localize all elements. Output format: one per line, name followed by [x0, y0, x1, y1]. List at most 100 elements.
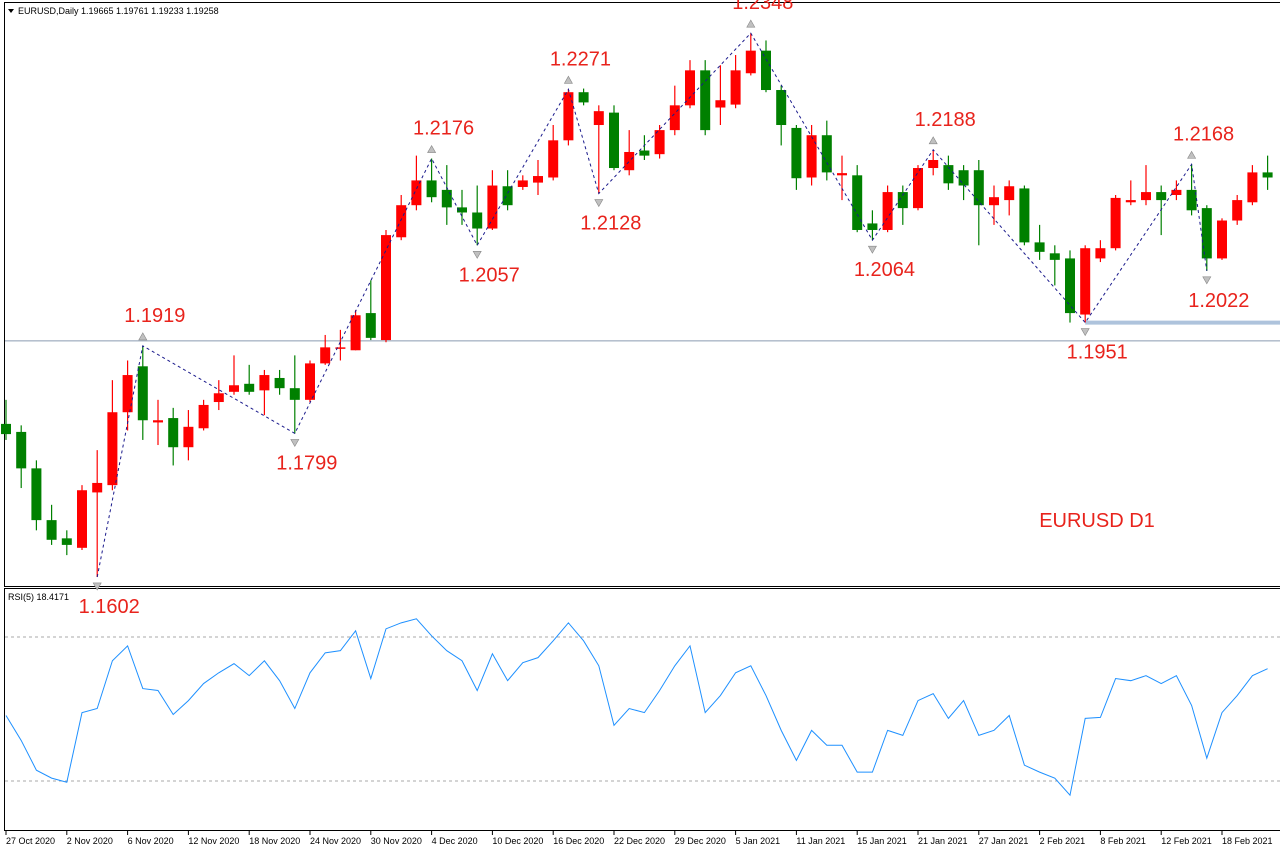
- symbol-header: EURUSD,Daily 1.19665 1.19761 1.19233 1.1…: [18, 6, 219, 16]
- candle-body: [153, 420, 163, 423]
- zigzag-arrow: [563, 75, 573, 84]
- candle-body: [320, 347, 331, 364]
- candle-body: [517, 180, 528, 187]
- candle-body: [685, 70, 695, 106]
- candle-body: [1262, 172, 1273, 178]
- candle-body: [1019, 188, 1030, 243]
- zigzag-arrow: [1080, 328, 1090, 337]
- candle-body: [259, 375, 270, 391]
- candle-body: [213, 393, 224, 403]
- candle-body: [867, 223, 878, 230]
- x-tick-label: 2 Nov 2020: [67, 836, 113, 846]
- main-panel-frame: [4, 2, 1280, 587]
- x-tick-label: 6 Nov 2020: [128, 836, 174, 846]
- candle-body: [1065, 258, 1075, 314]
- candle-body: [913, 168, 923, 209]
- zigzag-label: 1.1602: [79, 596, 140, 618]
- candle-body: [16, 431, 27, 469]
- menu-triangle[interactable]: [8, 9, 14, 13]
- zigzag-label: 1.2176: [413, 118, 474, 140]
- x-tick-label: 4 Dec 2020: [432, 836, 478, 846]
- x-tick-label: 16 Dec 2020: [553, 836, 604, 846]
- x-tick-label: 11 Jan 2021: [796, 836, 845, 846]
- candle-body: [502, 186, 513, 206]
- candle-body: [1125, 200, 1136, 203]
- candle-body: [548, 140, 559, 178]
- x-tick-label: 18 Feb 2021: [1222, 836, 1273, 846]
- candle-body: [654, 130, 665, 155]
- zigzag-label: 1.1951: [1067, 342, 1128, 364]
- candle-body: [305, 363, 315, 400]
- candle-body: [31, 468, 42, 521]
- candle-body: [639, 150, 650, 156]
- candle-body: [989, 197, 999, 206]
- candle-body: [533, 176, 543, 183]
- x-tick-label: 27 Oct 2020: [6, 836, 55, 846]
- zigzag-arrow: [1187, 150, 1197, 159]
- candle-body: [1049, 253, 1060, 260]
- candle-body: [624, 151, 635, 171]
- candle-body: [837, 173, 847, 176]
- candle-body: [457, 207, 467, 213]
- candle-body: [1095, 248, 1106, 259]
- zigzag-arrow: [427, 144, 437, 153]
- candle-body: [472, 212, 483, 229]
- candle-body: [274, 377, 285, 389]
- candle-body: [593, 111, 604, 126]
- candle-body: [897, 192, 908, 209]
- annotation: EURUSD D1: [1039, 510, 1155, 532]
- x-tick-label: 30 Nov 2020: [371, 836, 422, 846]
- candle-body: [198, 404, 209, 429]
- candle-body: [426, 180, 437, 198]
- candle-body: [943, 165, 954, 184]
- candle-body: [1141, 192, 1151, 201]
- candle-body: [1004, 186, 1015, 201]
- candle-body: [958, 170, 969, 186]
- candle-body: [183, 426, 194, 448]
- x-tick-label: 22 Dec 2020: [614, 836, 665, 846]
- rsi-line: [5, 618, 1268, 797]
- x-tick-label: 8 Feb 2021: [1100, 836, 1146, 846]
- x-tick-label: 15 Jan 2021: [857, 836, 907, 846]
- candle-body: [350, 315, 361, 351]
- candle-body: [776, 90, 787, 126]
- x-tick-label: 18 Nov 2020: [249, 836, 300, 846]
- zigzag-label: 1.2168: [1173, 123, 1234, 145]
- x-tick-label: 24 Nov 2020: [310, 836, 361, 846]
- zigzag-arrow: [867, 245, 877, 254]
- x-tick-label: 12 Nov 2020: [188, 836, 239, 846]
- candle-body: [1186, 189, 1197, 211]
- zigzag-line: [96, 32, 1208, 578]
- candle-body: [852, 175, 863, 230]
- candle-body: [669, 105, 680, 131]
- zigzag-label: 1.2348: [732, 0, 793, 14]
- x-tick-label: 29 Dec 2020: [675, 836, 726, 846]
- candle-body: [806, 135, 817, 178]
- zigzag-label: 1.2022: [1188, 290, 1249, 312]
- candle-body: [92, 482, 103, 493]
- x-tick-label: 10 Dec 2020: [492, 836, 543, 846]
- candle-body: [77, 490, 87, 548]
- zigzag-label: 1.2188: [915, 109, 976, 131]
- candle-body: [882, 192, 893, 230]
- candle-body: [289, 388, 300, 400]
- candle-body: [563, 92, 574, 141]
- candle-body: [46, 520, 57, 540]
- candle-body: [61, 538, 72, 545]
- candle-body: [1247, 172, 1258, 203]
- candle-body: [137, 366, 148, 421]
- candle-body: [973, 170, 984, 206]
- candle-body: [1156, 192, 1167, 201]
- candle-body: [1217, 220, 1227, 259]
- candle-body: [700, 70, 711, 131]
- zigzag-arrow: [928, 136, 938, 145]
- candle-body: [441, 189, 452, 208]
- x-tick-label: 2 Feb 2021: [1040, 836, 1086, 846]
- candle-body: [335, 347, 346, 349]
- zigzag-label: 1.2271: [550, 48, 611, 70]
- candle-body: [229, 385, 239, 392]
- x-tick-label: 21 Jan 2021: [918, 836, 968, 846]
- zigzag-arrow: [138, 332, 148, 341]
- candle-body: [1232, 200, 1243, 221]
